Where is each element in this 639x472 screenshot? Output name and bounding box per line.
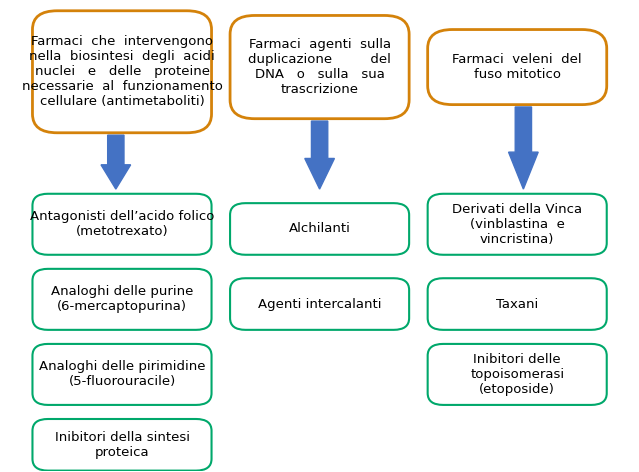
FancyBboxPatch shape [230,278,409,330]
Text: Alchilanti: Alchilanti [289,222,351,236]
Text: Farmaci  veleni  del
fuso mitotico: Farmaci veleni del fuso mitotico [452,53,582,81]
Text: Inibitori della sintesi
proteica: Inibitori della sintesi proteica [54,431,190,459]
Text: Inibitori delle
topoisomerasi
(etoposide): Inibitori delle topoisomerasi (etoposide… [470,353,564,396]
Text: Derivati della Vinca
(vinblastina  e
vincristina): Derivati della Vinca (vinblastina e vinc… [452,203,582,246]
FancyBboxPatch shape [33,194,212,255]
Polygon shape [101,135,130,189]
Text: Antagonisti dell’acido folico
(metotrexato): Antagonisti dell’acido folico (metotrexa… [30,210,214,238]
Text: Farmaci  agenti  sulla
duplicazione         del
DNA   o   sulla   sua
trascrizio: Farmaci agenti sulla duplicazione del DN… [248,38,391,96]
Polygon shape [509,107,538,189]
Text: Farmaci  che  intervengono
nella  biosintesi  degli  acidi
nuclei   e   delle   : Farmaci che intervengono nella biosintes… [22,35,222,108]
Text: Analoghi delle purine
(6-mercaptopurina): Analoghi delle purine (6-mercaptopurina) [51,286,193,313]
FancyBboxPatch shape [230,203,409,255]
Text: Analoghi delle pirimidine
(5-fluorouracile): Analoghi delle pirimidine (5-fluorouraci… [39,361,205,388]
Polygon shape [305,121,334,189]
FancyBboxPatch shape [33,419,212,471]
FancyBboxPatch shape [33,11,212,133]
FancyBboxPatch shape [427,194,607,255]
FancyBboxPatch shape [427,30,607,105]
FancyBboxPatch shape [33,344,212,405]
FancyBboxPatch shape [33,269,212,330]
FancyBboxPatch shape [427,278,607,330]
FancyBboxPatch shape [427,344,607,405]
Text: Agenti intercalanti: Agenti intercalanti [258,297,381,311]
FancyBboxPatch shape [230,16,409,118]
Text: Taxani: Taxani [496,297,538,311]
